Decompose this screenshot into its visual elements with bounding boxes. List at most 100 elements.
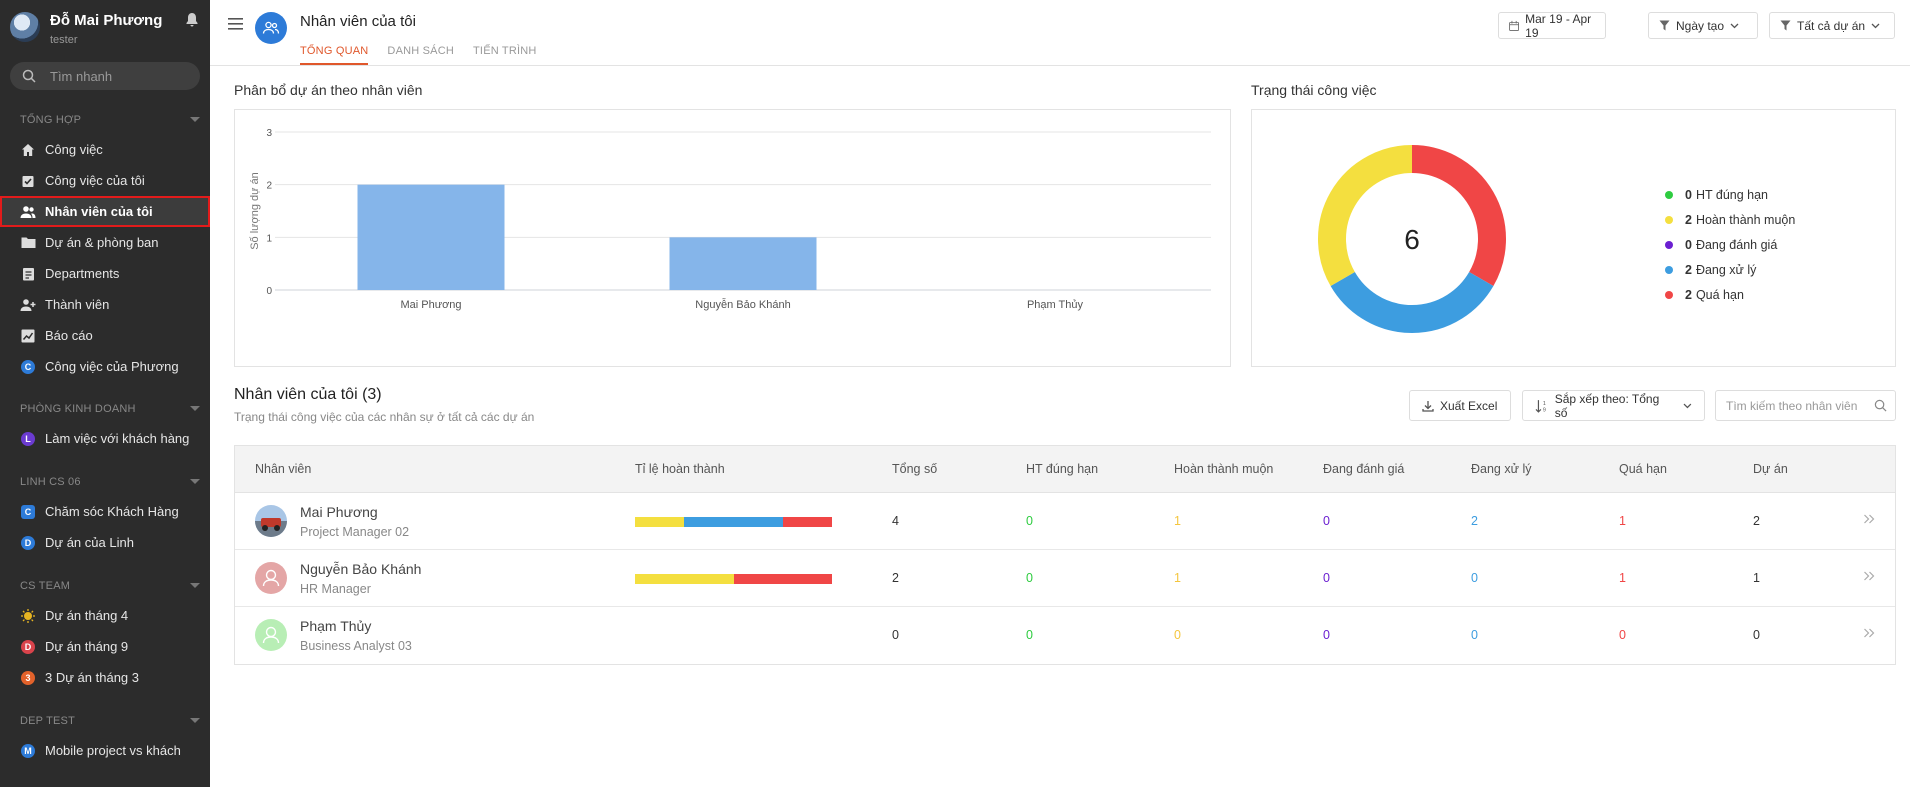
total-cell: 2 (892, 571, 899, 585)
sidebar-item-du-an-thang-4[interactable]: Dự án tháng 4 (0, 600, 210, 631)
section-phong-kinh-doanh: PHÒNG KINH DOANH L Làm việc với khách hà… (0, 403, 210, 454)
employee-name[interactable]: Phạm Thủy (300, 618, 372, 634)
avatar[interactable] (10, 12, 40, 42)
projects-cell: 2 (1753, 514, 1760, 528)
sort-filter-dropdown[interactable]: Ngày tạo (1648, 12, 1758, 39)
column-header[interactable]: Hoàn thành muộn (1174, 462, 1274, 476)
donut-legend: 0 HT đúng hạn 2 Hoàn thành muộn 0 Đang đánh… (1665, 182, 1795, 307)
employee-name[interactable]: Mai Phương (300, 504, 378, 520)
menu-icon[interactable] (228, 18, 243, 30)
sidebar-item-departments[interactable]: Departments (0, 258, 210, 289)
double-chevron-right-icon[interactable] (1863, 570, 1875, 582)
sidebar-item-label: Dự án của Linh (45, 535, 134, 550)
section-title[interactable]: TỔNG HỢP (0, 114, 210, 134)
double-chevron-right-icon[interactable] (1863, 513, 1875, 525)
column-header[interactable]: Tỉ lệ hoàn thành (635, 462, 725, 476)
caret-down-icon[interactable] (190, 583, 200, 588)
sidebar-item-thanh-vien[interactable]: Thành viên (0, 289, 210, 320)
review-cell: 0 (1323, 514, 1330, 528)
employees-subtitle: Trạng thái công việc của các nhân sự ở t… (234, 410, 535, 424)
sort-label: Sắp xếp theo: Tổng số (1554, 391, 1660, 420)
sidebar-item-cham-soc-khach-hang[interactable]: C Chăm sóc Khách Hàng (0, 496, 210, 527)
column-header[interactable]: Nhân viên (255, 462, 312, 476)
section-title[interactable]: PHÒNG KINH DOANH (0, 403, 210, 423)
sidebar-item-cong-viec-cua-phuong[interactable]: C Công việc của Phương (0, 351, 210, 382)
sidebar-item-label: Dự án tháng 4 (45, 608, 129, 623)
date-range-button[interactable]: Mar 19 - Apr 19 (1498, 12, 1606, 40)
sidebar-item-du-an-thang-9[interactable]: D Dự án tháng 9 (0, 631, 210, 662)
user-profile[interactable]: Đỗ Mai Phương tester (0, 0, 210, 54)
sidebar-item-label: Departments (45, 266, 120, 281)
sidebar-item-mobile-project[interactable]: M Mobile project vs khách (0, 735, 210, 766)
caret-down-icon[interactable] (190, 718, 200, 723)
tab-tien-trinh[interactable]: TIẾN TRÌNH (473, 45, 537, 57)
search-input[interactable]: Tìm nhanh (10, 62, 200, 90)
svg-text:9: 9 (1543, 407, 1546, 413)
donut-chart: 6 (1318, 145, 1506, 333)
review-cell: 0 (1323, 571, 1330, 585)
sidebar-item-label: Dự án & phòng ban (45, 235, 159, 250)
caret-down-icon[interactable] (190, 479, 200, 484)
table-row[interactable]: Nguyễn Bảo Khánh HR Manager 2 0 1 0 0 1 … (235, 550, 1895, 607)
overdue-cell: 1 (1619, 571, 1626, 585)
section-title[interactable]: DEP TEST (0, 715, 210, 735)
search-icon (22, 69, 36, 83)
column-header[interactable]: Tổng số (892, 462, 938, 476)
column-header[interactable]: Quá hạn (1619, 462, 1667, 476)
sidebar-item-du-an-cua-linh[interactable]: D Dự án của Linh (0, 527, 210, 558)
employee-search-input[interactable] (1716, 391, 1866, 420)
caret-down-icon[interactable] (190, 406, 200, 411)
column-header[interactable]: Đang đánh giá (1323, 462, 1405, 476)
sidebar-item-du-an-phong-ban[interactable]: Dự án & phòng ban (0, 227, 210, 258)
employee-search[interactable] (1715, 390, 1896, 421)
task-icon (20, 173, 36, 189)
caret-down-icon[interactable] (190, 117, 200, 122)
double-chevron-right-icon[interactable] (1863, 627, 1875, 639)
sidebar-item-cong-viec-cua-toi[interactable]: Công việc của tôi (0, 165, 210, 196)
legend-item: 2 Đang xử lý (1665, 257, 1795, 282)
search-icon[interactable] (1874, 399, 1887, 412)
project-filter-dropdown[interactable]: Tất cả dự án (1769, 12, 1895, 39)
column-header[interactable]: Đang xử lý (1471, 462, 1532, 476)
progress-segment (684, 517, 783, 527)
tab-danh-sach[interactable]: DANH SÁCH (387, 45, 455, 57)
employee-name[interactable]: Nguyễn Bảo Khánh (300, 561, 422, 577)
table-row[interactable]: Phạm Thủy Business Analyst 03 0 0 0 0 0 … (235, 607, 1895, 664)
bar-card-title: Phân bổ dự án theo nhân viên (234, 82, 423, 98)
calendar-icon (1509, 20, 1519, 31)
project-filter-label: Tất cả dự án (1797, 18, 1866, 33)
bar (669, 237, 817, 290)
column-header[interactable]: Dự án (1753, 462, 1788, 476)
table-header: Nhân viên Tỉ lệ hoàn thành Tổng số HT đú… (235, 446, 1895, 493)
sidebar-item-lam-viec-voi-khach-hang[interactable]: L Làm việc với khách hàng (0, 423, 210, 454)
legend-label: HT đúng hạn (1695, 187, 1768, 202)
y-axis-label: Số lượng dự án (249, 172, 261, 250)
section-title-text: TỔNG HỢP (20, 114, 82, 126)
legend-value: 2 (1685, 262, 1692, 277)
bell-icon[interactable] (184, 12, 200, 28)
donut-slice (1411, 145, 1506, 286)
sidebar-item-3-du-an-thang-3[interactable]: 3 3 Dự án tháng 3 (0, 662, 210, 693)
donut-center-label: 6 (1404, 224, 1420, 255)
review-cell: 0 (1323, 628, 1330, 642)
section-title[interactable]: LINH CS 06 (0, 476, 210, 496)
donut-slice (1318, 145, 1413, 286)
legend-value: 0 (1685, 237, 1692, 252)
tab-tong-quan[interactable]: TỔNG QUAN (300, 45, 369, 65)
letter-badge-icon: C (20, 359, 36, 375)
late-cell: 1 (1174, 514, 1181, 528)
sidebar-item-cong-viec[interactable]: Công việc (0, 134, 210, 165)
progress-segment (782, 517, 832, 527)
section-title[interactable]: CS TEAM (0, 580, 210, 600)
sidebar-item-nhan-vien-cua-toi[interactable]: Nhân viên của tôi (0, 196, 210, 227)
column-header[interactable]: HT đúng hạn (1026, 462, 1099, 476)
export-excel-label: Xuất Excel (1440, 398, 1498, 413)
table-row[interactable]: Mai Phương Project Manager 02 4 0 1 0 2 … (235, 493, 1895, 550)
sidebar-item-bao-cao[interactable]: Báo cáo (0, 320, 210, 351)
progress-bar (635, 631, 832, 641)
avatar (255, 562, 287, 594)
export-excel-button[interactable]: Xuất Excel (1409, 390, 1511, 421)
sort-icon: 19 (1535, 399, 1546, 413)
people-icon (20, 204, 36, 220)
